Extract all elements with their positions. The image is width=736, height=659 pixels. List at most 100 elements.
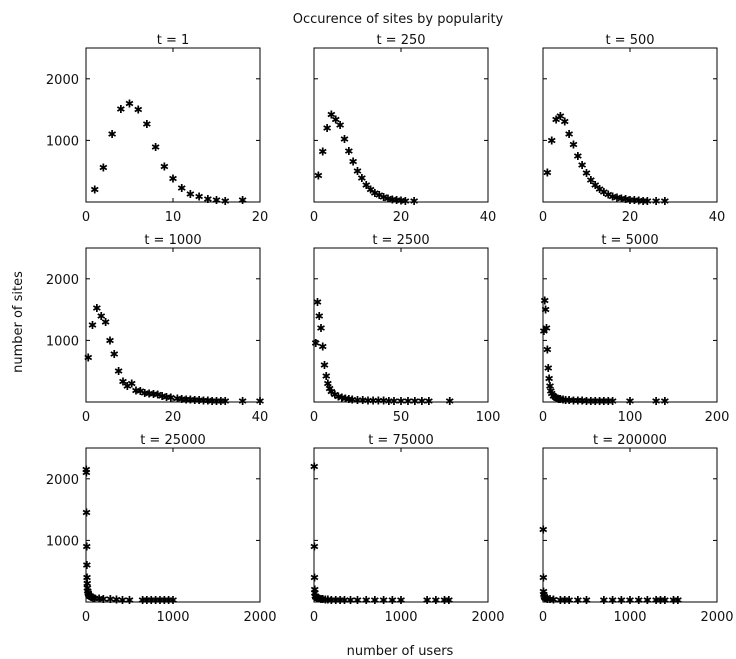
data-point: ✱ (83, 582, 92, 595)
data-point: ✱ (608, 395, 617, 408)
data-point: ✱ (431, 594, 440, 607)
data-point: ✱ (586, 174, 595, 187)
data-point: ✱ (617, 193, 626, 206)
data-point: ✱ (370, 594, 379, 607)
data-point: ✱ (255, 395, 264, 408)
data-point: ✱ (110, 348, 119, 361)
data-point: ✱ (199, 394, 208, 407)
data-point: ✱ (556, 594, 565, 607)
data-point: ✱ (396, 594, 405, 607)
data-point: ✱ (155, 594, 164, 607)
data-point: ✱ (544, 362, 553, 375)
data-point: ✱ (595, 395, 604, 408)
data-point: ✱ (578, 395, 587, 408)
data-point: ✱ (142, 118, 151, 131)
data-point: ✱ (586, 395, 595, 408)
data-point: ✱ (212, 194, 221, 207)
y-axis-label: number of sites (11, 271, 26, 373)
data-point: ✱ (643, 594, 652, 607)
data-point: ✱ (190, 394, 199, 407)
data-point: ✱ (621, 193, 630, 206)
data-point: ✱ (349, 155, 358, 168)
y-tick-label: 1000 (46, 534, 79, 549)
data-point: ✱ (560, 115, 569, 128)
data-point: ✱ (216, 395, 225, 408)
x-tick-label: 0 (310, 610, 318, 625)
data-point: ✱ (87, 591, 96, 604)
data-point: ✱ (84, 587, 93, 600)
data-point: ✱ (315, 310, 324, 323)
data-point: ✱ (660, 195, 669, 208)
data-point: ✱ (370, 187, 379, 200)
data-point: ✱ (85, 590, 94, 603)
data-point: ✱ (388, 194, 397, 207)
data-point: ✱ (540, 590, 549, 603)
data-point: ✱ (669, 594, 678, 607)
data-point: ✱ (366, 184, 375, 197)
data-point: ✱ (311, 337, 320, 350)
data-point: ✱ (331, 594, 340, 607)
x-tick-label: 20 (622, 210, 639, 225)
data-point: ✱ (315, 593, 324, 606)
data-point: ✱ (203, 193, 212, 206)
data-point: ✱ (134, 104, 143, 117)
data-point: ✱ (327, 594, 336, 607)
data-point: ✱ (83, 585, 92, 598)
data-point: ✱ (82, 559, 91, 572)
data-point: ✱ (561, 394, 570, 407)
data-point: ✱ (573, 594, 582, 607)
data-point: ✱ (144, 387, 153, 400)
data-point: ✱ (625, 395, 634, 408)
data-point: ✱ (84, 352, 93, 365)
data-point: ✱ (116, 103, 125, 116)
data-point: ✱ (582, 395, 591, 408)
data-point: ✱ (101, 316, 110, 329)
data-point: ✱ (118, 594, 127, 607)
data-point: ✱ (330, 389, 339, 402)
data-point: ✱ (379, 191, 388, 204)
data-point: ✱ (322, 122, 331, 135)
data-point: ✱ (608, 190, 617, 203)
data-point: ✱ (591, 395, 600, 408)
data-point: ✱ (88, 319, 97, 332)
data-point: ✱ (160, 594, 169, 607)
x-tick-label: 100 (476, 410, 501, 425)
x-tick-label: 20 (165, 410, 182, 425)
data-point: ✱ (630, 194, 639, 207)
data-point: ✱ (543, 344, 552, 357)
data-point: ✱ (138, 594, 147, 607)
data-point: ✱ (539, 325, 548, 338)
subplot: t = 25000 50 100✱✱✱✱✱✱✱✱✱✱✱✱✱✱✱✱✱✱✱✱✱✱✱✱✱✱… (310, 233, 501, 425)
data-point: ✱ (353, 394, 362, 407)
data-point: ✱ (541, 592, 550, 605)
data-point: ✱ (389, 395, 398, 408)
data-point: ✱ (125, 594, 134, 607)
data-point: ✱ (410, 395, 419, 408)
data-point: ✱ (323, 594, 332, 607)
data-point: ✱ (322, 370, 331, 383)
subplot-title: t = 1000 (144, 233, 201, 248)
data-point: ✱ (311, 590, 320, 603)
data-point: ✱ (546, 385, 555, 398)
data-point: ✱ (82, 467, 91, 480)
data-point: ✱ (564, 128, 573, 141)
data-point: ✱ (337, 392, 346, 405)
data-point: ✱ (318, 145, 327, 158)
data-point: ✱ (131, 384, 140, 397)
data-point: ✱ (564, 594, 573, 607)
data-point: ✱ (569, 139, 578, 152)
data-point: ✱ (173, 392, 182, 405)
data-point: ✱ (362, 179, 371, 192)
data-point: ✱ (318, 593, 327, 606)
data-point: ✱ (573, 394, 582, 407)
data-point: ✱ (310, 460, 319, 473)
data-point: ✱ (595, 183, 604, 196)
data-point: ✱ (105, 334, 114, 347)
x-tick-label: 0 (82, 410, 90, 425)
data-point: ✱ (106, 593, 115, 606)
subplot-title: t = 250 (376, 33, 425, 48)
data-point: ✱ (312, 592, 321, 605)
data-point: ✱ (310, 587, 319, 600)
